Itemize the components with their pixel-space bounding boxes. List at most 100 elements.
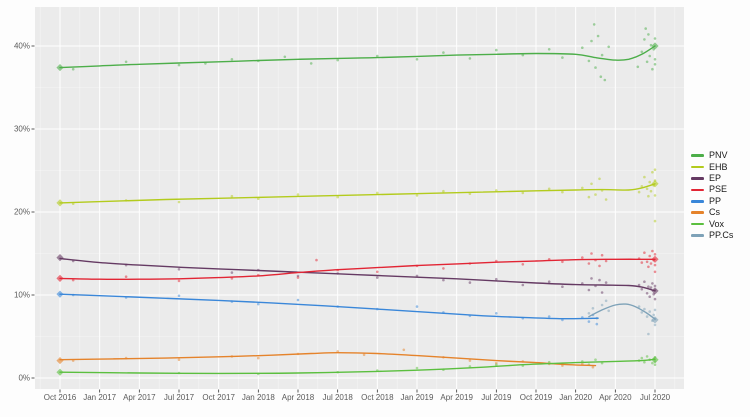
poll-point-ep [645,292,649,295]
poll-point-pp-cs [643,307,646,311]
poll-point-pnv [468,57,472,60]
poll-point-pp [547,315,551,318]
poll-point-cs [402,348,406,352]
poll-point-ehb [653,219,657,223]
legend-label-vox: Vox [709,218,725,229]
poll-point-pse [651,249,654,253]
legend-item-ehb: EHB [691,161,733,172]
poll-point-pnv [415,58,419,61]
poll-point-pnv [592,23,596,26]
poll-point-ep [442,278,445,282]
poll-point-pp-cs [645,315,649,318]
legend-swatch-pp [691,199,704,203]
poll-point-ehb [594,193,597,196]
poll-point-pnv [521,53,525,57]
legend-label-ep: EP [709,172,722,183]
poll-point-pse [177,279,181,283]
legend-swatch-cs [691,211,704,214]
poll-point-ep [521,283,525,287]
poll-point-ep [376,276,379,279]
poll-point-ep [561,285,564,289]
poll-point-ehb [653,168,657,171]
poll-point-ep [637,283,641,287]
poll-point-pp-cs [648,310,651,313]
poll-point-ehb [547,187,551,191]
x-tick-label: Jan 2018 [242,393,275,402]
poll-point-ehb [645,187,649,191]
poll-point-ehb [653,194,657,197]
poll-point-vox [651,361,654,365]
poll-point-pnv [594,66,597,69]
poll-point-ehb [376,191,379,195]
poll-point-pnv [603,78,607,82]
poll-point-pse [653,253,657,256]
election-2020-marker-pse [651,255,659,263]
election-2020-marker-ep [651,287,659,295]
poll-point-pnv [376,54,379,58]
poll-point-ep [604,281,608,284]
trend-line-cs [59,351,597,367]
poll-point-ep [649,286,653,289]
poll-point-pnv [599,75,603,78]
poll-point-pse [648,254,651,258]
poll-point-ep [177,268,181,271]
poll-point-cs [177,358,181,362]
poll-point-ep [651,282,654,285]
legend-item-ep: EP [691,173,733,184]
legend-swatch-pse [691,188,704,192]
poll-point-pnv [648,54,651,58]
poll-point-pnv [336,58,340,62]
y-tick-label: 30% [14,125,30,134]
poll-point-pnv [561,56,564,59]
legend-label-pp-cs: PP.Cs [709,229,734,240]
scatter-pp-cs [587,299,657,336]
trend-line-pp-cs [588,303,656,320]
poll-point-pnv [309,62,313,65]
poll-point-ehb [604,198,608,201]
poll-point-pse [124,275,128,279]
poll-point-vox [495,363,498,367]
poll-point-ehb [296,193,300,196]
poll-point-pnv [651,67,654,71]
poll-point-pse [598,264,601,268]
x-tick-label: Jul 2017 [164,393,195,402]
legend: PNV EHB EP PSE PP Cs Vox PP.Cs [691,150,733,241]
poll-point-pse [653,270,657,274]
poll-point-ehb [495,189,498,192]
poll-point-ep [640,287,644,291]
poll-point-pse [315,258,318,262]
poll-point-vox [653,363,657,367]
poll-point-pp-cs [637,305,641,308]
poll-point-pp-cs [604,299,608,303]
poll-point-ep [647,285,650,289]
poll-point-ep [547,280,551,284]
election-2020-marker-pnv [651,42,659,50]
x-tick-label: Oct 2016 [44,393,77,402]
poll-point-ep [495,277,498,281]
poll-point-vox [645,355,649,358]
trend-line-ehb [59,183,656,204]
poll-point-pp-cs [591,307,595,310]
poll-point-vox [415,366,419,370]
trend-line-pse [59,258,656,281]
poll-point-pse [647,265,650,269]
legend-item-pp-cs: PP.Cs [691,230,733,241]
poll-point-ehb [643,175,646,179]
poll-point-pp [177,294,181,298]
poll-point-cs [362,353,366,357]
poll-point-ehb [587,195,591,199]
poll-point-pp [595,322,599,326]
election-2016-marker-ehb [56,199,64,207]
poll-point-pnv [230,58,234,61]
legend-item-pse: PSE [691,184,733,195]
trend-line-vox [59,358,656,375]
election-2020-marker-pp-cs [651,316,659,324]
poll-point-pp [587,320,591,323]
poll-point-ep [581,282,584,285]
x-tick-label: Apr 2017 [123,393,156,402]
election-2020-marker-ehb [651,180,659,188]
election-2016-marker-cs [56,356,64,365]
x-tick-label: Apr 2019 [440,393,473,402]
poll-point-pp-cs [640,311,644,314]
poll-point-pnv [645,60,649,64]
